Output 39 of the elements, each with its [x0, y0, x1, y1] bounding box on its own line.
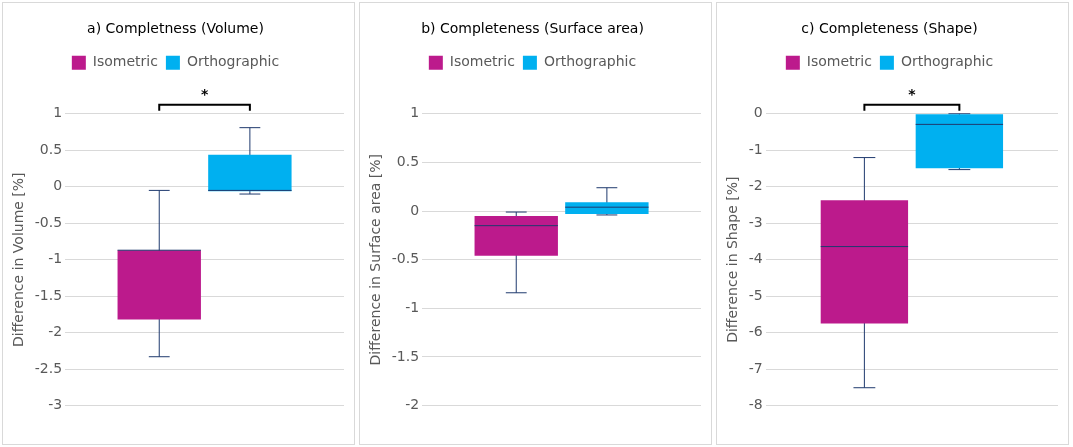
text: * [908, 86, 917, 103]
chart-title: c) Completeness (Shape) [801, 20, 978, 37]
y-tick-label: -1.5 [34, 286, 63, 303]
y-tick-label: 0.5 [39, 140, 63, 157]
y-axis-title: Difference in Surface area [%] [367, 153, 384, 366]
legend-label: Orthographic [543, 53, 637, 70]
y-tick-label: 0.5 [396, 153, 420, 170]
y-tick-label: -0.5 [34, 213, 63, 230]
y-tick-label: 0 [753, 104, 763, 121]
y-tick-label: -8 [748, 396, 763, 413]
y-tick-label: -1 [405, 298, 420, 315]
chart-title: b) Completeness (Surface area) [421, 20, 644, 37]
text: * [200, 86, 209, 103]
y-axis-title: Difference in Shape [%] [724, 176, 741, 343]
y-tick-label: 0 [410, 201, 420, 218]
y-tick-label: -1 [48, 250, 63, 267]
y-tick-label: 1 [410, 104, 420, 121]
y-tick-label: -2 [405, 396, 420, 413]
y-tick-label: -2.5 [34, 359, 63, 376]
y-tick-label: -7 [748, 359, 763, 376]
y-tick-label: 0 [53, 177, 63, 194]
y-tick-label: -6 [748, 323, 763, 340]
y-tick-label: -0.5 [391, 250, 420, 267]
legend-label: Isometric [806, 53, 872, 70]
chart-title: a) Completness (Volume) [87, 20, 264, 37]
legend-label: Isometric [449, 53, 515, 70]
y-tick-label: 1 [53, 104, 63, 121]
y-tick-label: -4 [748, 250, 763, 267]
legend-label: Isometric [92, 53, 158, 70]
y-tick-label: -5 [748, 286, 763, 303]
y-tick-label: -3 [748, 213, 763, 230]
legend-label: Orthographic [186, 53, 280, 70]
y-tick-label: -2 [748, 177, 763, 194]
legend-label: Orthographic [900, 53, 994, 70]
y-tick-label: -3 [48, 396, 63, 413]
y-tick-label: -2 [48, 323, 63, 340]
y-tick-label: -1.5 [391, 347, 420, 364]
y-axis-title: Difference in Volume [%] [10, 172, 27, 347]
y-tick-label: -1 [748, 140, 763, 157]
